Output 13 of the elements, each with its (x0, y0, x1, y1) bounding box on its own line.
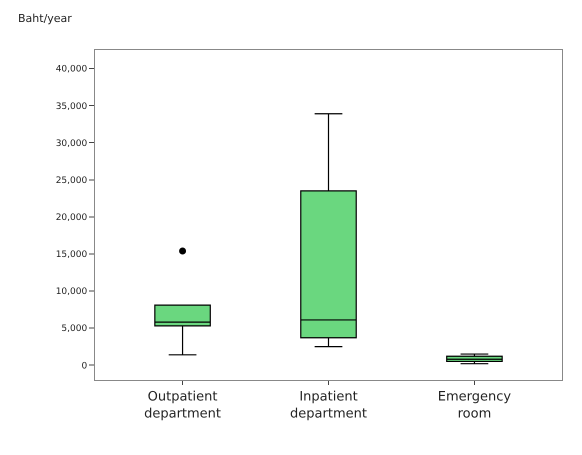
y-tick-label: 40,000 (56, 64, 88, 75)
y-tick-label: 25,000 (56, 176, 88, 186)
y-tick-label: 5,000 (61, 324, 88, 334)
y-axis-title: Baht/year (18, 12, 72, 25)
y-tick-label: 35,000 (56, 102, 88, 112)
x-tick-label: Inpatient department (290, 390, 367, 422)
y-tick-label: 15,000 (56, 250, 88, 260)
x-tick-label: Emergency room (438, 390, 512, 422)
y-tick-label: 0 (81, 361, 88, 372)
y-tick-label: 10,000 (56, 287, 88, 298)
y-tick-label: 30,000 (56, 138, 88, 149)
y-tick-label: 20,000 (56, 213, 88, 223)
x-tick-label: Outpatient department (144, 390, 222, 422)
